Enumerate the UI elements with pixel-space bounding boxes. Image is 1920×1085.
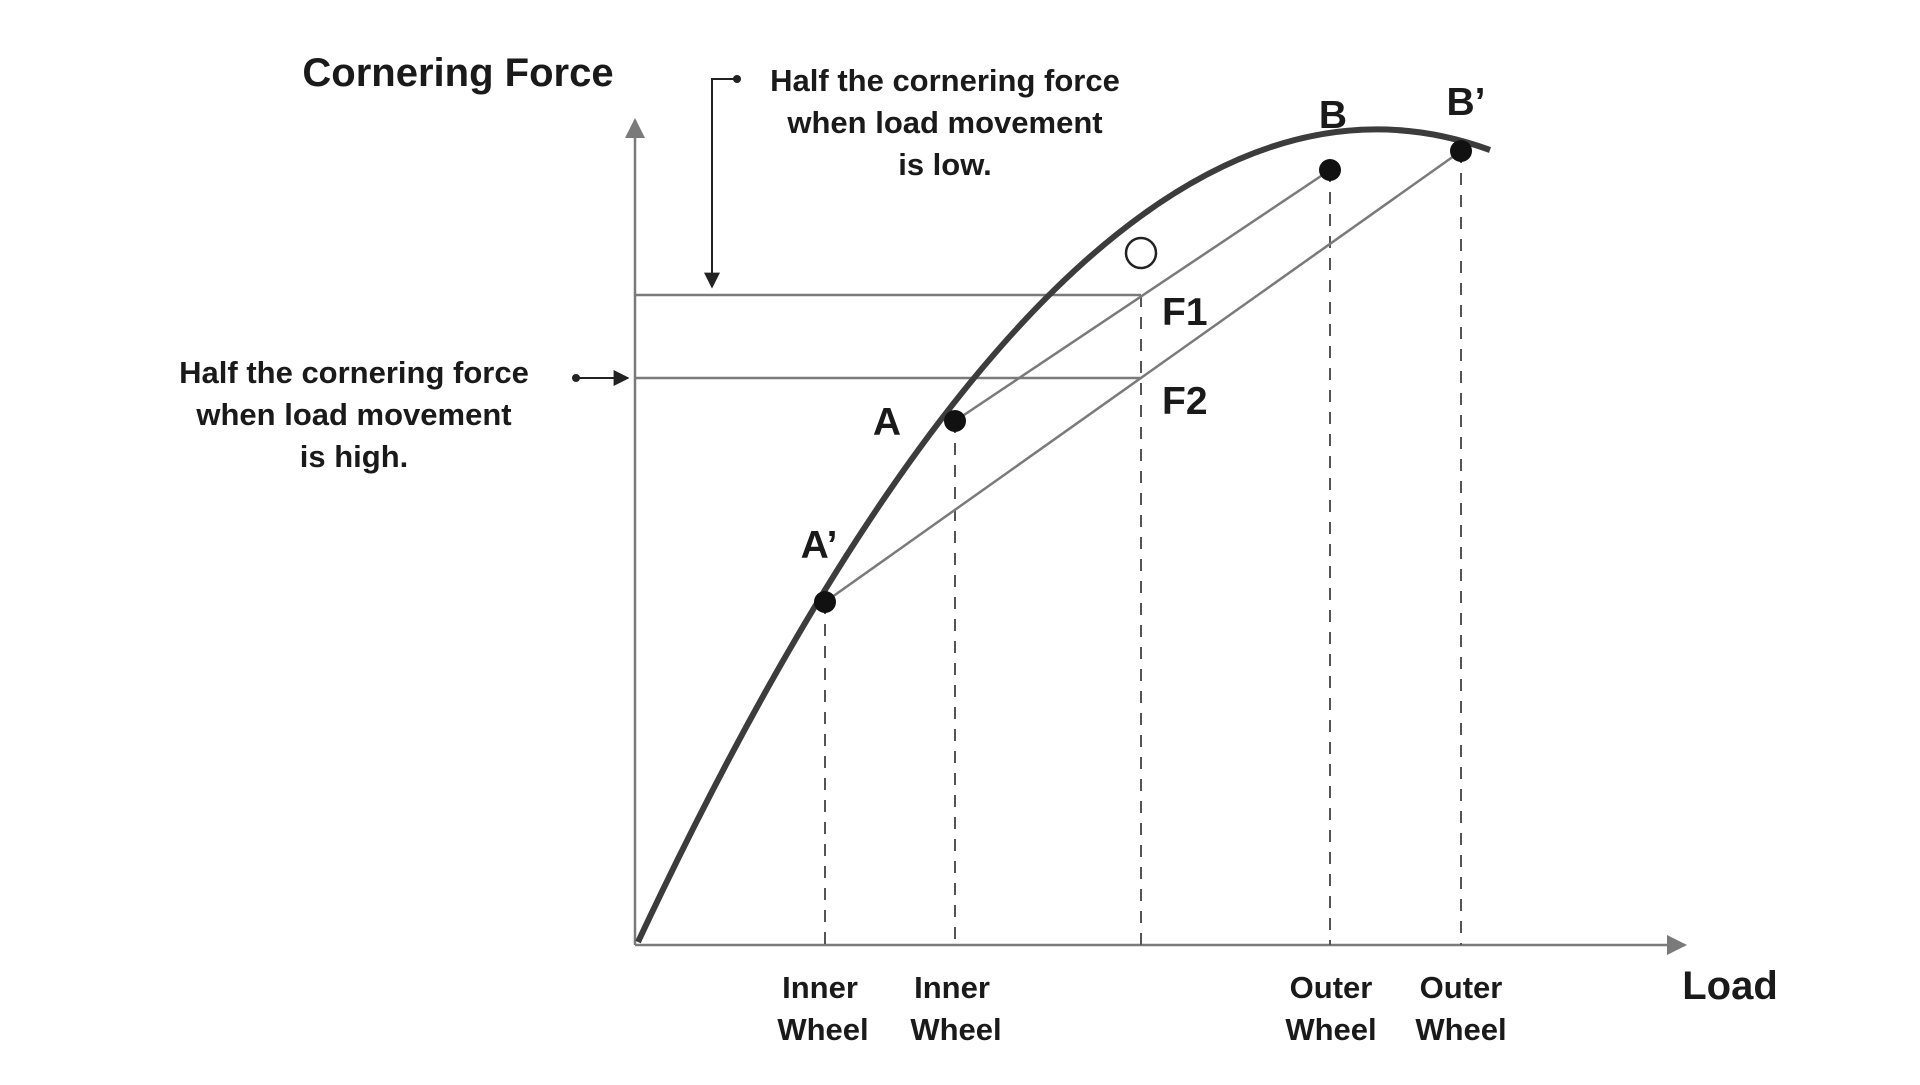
point-a-prime bbox=[814, 591, 836, 613]
label-b-prime: B’ bbox=[1447, 81, 1486, 124]
label-a-prime: A’ bbox=[801, 524, 838, 567]
x-axis-title: Load bbox=[1682, 964, 1778, 1008]
low-annotation-line-2: when load movement bbox=[786, 105, 1102, 140]
point-b bbox=[1319, 159, 1341, 181]
wheel-label-1-line-2: Wheel bbox=[777, 1012, 868, 1047]
curve-midpoint-circle bbox=[1124, 236, 1158, 270]
cornering-force-curve bbox=[635, 126, 1492, 944]
wheel-label-2-line-2: Wheel bbox=[910, 1012, 1001, 1047]
point-b-prime bbox=[1450, 140, 1472, 162]
low-annotation-line-1: Half the cornering force bbox=[770, 63, 1120, 98]
high-annotation-line-3: is high. bbox=[300, 439, 409, 474]
low-annotation-line-3: is low. bbox=[898, 147, 992, 182]
point-a bbox=[944, 410, 966, 432]
label-a: A bbox=[873, 401, 901, 444]
low-annotation-dot bbox=[733, 75, 741, 83]
wheel-label-4-line-2: Wheel bbox=[1415, 1012, 1506, 1047]
wheel-label-4-line-1: Outer bbox=[1420, 970, 1503, 1005]
high-annotation-line-1: Half the cornering force bbox=[179, 355, 529, 390]
high-annotation-line-2: when load movement bbox=[195, 397, 511, 432]
high-annotation-dot bbox=[572, 374, 580, 382]
label-f1: F1 bbox=[1162, 291, 1208, 334]
low-annotation-arrow bbox=[704, 78, 735, 289]
label-b: B bbox=[1319, 94, 1347, 137]
y-axis-title: Cornering Force bbox=[302, 51, 613, 95]
wheel-label-3-line-1: Outer bbox=[1290, 970, 1373, 1005]
wheel-label-2-line-1: Inner bbox=[914, 970, 990, 1005]
wheel-label-1-line-1: Inner bbox=[782, 970, 858, 1005]
wheel-label-3-line-2: Wheel bbox=[1285, 1012, 1376, 1047]
chord-a-prime-b-prime bbox=[824, 149, 1462, 604]
label-f2: F2 bbox=[1162, 380, 1208, 423]
chord-a-b bbox=[954, 168, 1331, 423]
